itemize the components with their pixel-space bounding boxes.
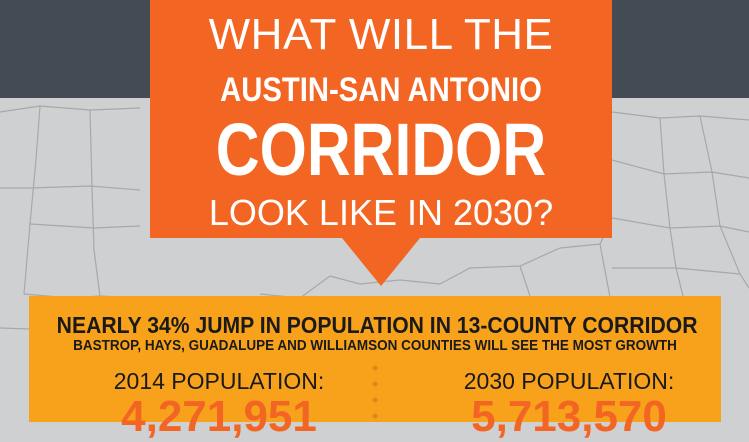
population-stats-panel: NEARLY 34% JUMP IN POPULATION IN 13-COUN… — [29, 296, 721, 441]
stats-headline: NEARLY 34% JUMP IN POPULATION IN 13-COUN… — [56, 312, 698, 338]
title-banner — [150, 0, 612, 286]
stat-2014-value: 4,271,951 — [121, 392, 317, 441]
title-line-2: AUSTIN-SAN ANTONIO — [220, 71, 542, 109]
stat-2030: 2030 POPULATION: 5,713,570 — [419, 368, 719, 441]
stat-2014: 2014 POPULATION: 4,271,951 — [69, 368, 369, 441]
stats-subline: BASTROP, HAYS, GUADALUPE AND WILLIAMSON … — [73, 337, 677, 354]
title-line-4: LOOK LIKE IN 2030? — [208, 192, 554, 233]
dotted-divider — [372, 365, 378, 419]
stat-2030-label: 2030 POPULATION: — [463, 368, 675, 394]
title-line-1: WHAT WILL THE — [208, 10, 554, 59]
title-line-3: CORRIDOR — [215, 108, 547, 191]
stat-2014-label: 2014 POPULATION: — [113, 368, 325, 394]
stat-2030-value: 5,713,570 — [471, 392, 667, 441]
